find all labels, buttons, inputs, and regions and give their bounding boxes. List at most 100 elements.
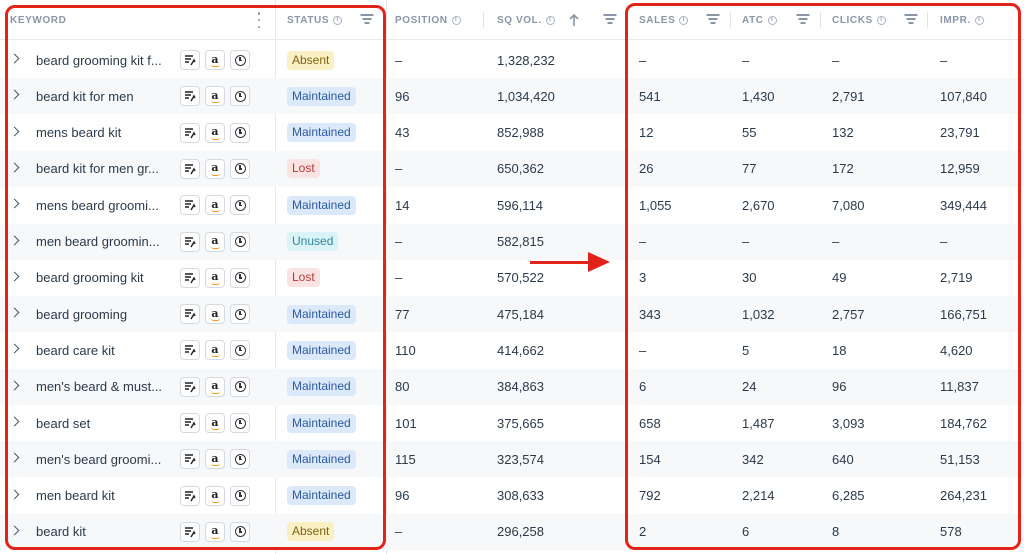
history-clock-icon[interactable]: [230, 376, 250, 397]
table-row[interactable]: beard kit for men gr... a Lost – 650,362 26 77…: [0, 150, 1024, 187]
amazon-icon[interactable]: a: [205, 485, 225, 506]
amazon-icon[interactable]: a: [205, 158, 225, 179]
amazon-icon[interactable]: a: [205, 304, 225, 325]
table-row[interactable]: beard kit for men a Maintained 96 1,034,420 5…: [0, 78, 1024, 115]
reverse-search-icon[interactable]: [180, 449, 200, 470]
chevron-right-icon[interactable]: [9, 271, 20, 282]
reverse-search-icon[interactable]: [180, 376, 200, 397]
history-clock-icon[interactable]: [230, 413, 250, 433]
amazon-icon[interactable]: a: [205, 449, 225, 470]
chevron-right-icon[interactable]: [9, 489, 20, 500]
reverse-search-icon[interactable]: [180, 86, 200, 107]
status-badge: Absent: [287, 522, 335, 542]
history-clock-icon[interactable]: [230, 50, 250, 70]
history-clock-icon[interactable]: [230, 340, 250, 361]
table-row[interactable]: beard grooming kit f... a Absent – 1,328,232…: [0, 42, 1024, 78]
header-impr[interactable]: IMPR. i: [940, 0, 984, 40]
amazon-icon[interactable]: a: [205, 50, 225, 70]
amazon-icon[interactable]: a: [205, 231, 225, 252]
chevron-right-icon[interactable]: [9, 53, 20, 64]
amazon-icon[interactable]: a: [205, 122, 225, 143]
amazon-icon[interactable]: a: [205, 413, 225, 433]
filter-icon[interactable]: [603, 13, 617, 25]
filter-icon[interactable]: [360, 13, 374, 25]
history-clock-icon[interactable]: [230, 86, 250, 107]
sales-cell: –: [639, 234, 647, 249]
amazon-icon[interactable]: a: [205, 376, 225, 397]
header-sq-vol[interactable]: SQ VOL. i: [497, 0, 555, 40]
status-badge: Maintained: [287, 195, 356, 215]
table-row[interactable]: beard set a Maintained 101 375,665 658 1,487 3,…: [0, 405, 1024, 441]
reverse-search-icon[interactable]: [180, 50, 200, 70]
history-clock-icon[interactable]: [230, 122, 250, 143]
history-clock-icon[interactable]: [230, 485, 250, 506]
header-keyword[interactable]: KEYWORD: [10, 0, 66, 40]
atc-cell: 5: [742, 342, 750, 358]
header-sales[interactable]: SALES i: [639, 0, 689, 40]
amazon-glyph: a: [211, 415, 219, 429]
reverse-search-icon[interactable]: [180, 158, 200, 179]
history-clock-icon[interactable]: [230, 195, 250, 216]
filter-icon[interactable]: [706, 13, 720, 25]
table-row[interactable]: beard care kit a Maintained 110 414,662 – 5 18 4…: [0, 332, 1024, 368]
chevron-right-icon[interactable]: [9, 343, 20, 354]
history-clock-icon[interactable]: [230, 304, 250, 325]
keyword-text: men beard groomin...: [36, 234, 160, 249]
table-row[interactable]: men beard groomin... a Unused – 582,815 – – – –: [0, 223, 1024, 260]
chevron-right-icon[interactable]: [9, 198, 20, 209]
history-clock-icon[interactable]: [230, 521, 250, 542]
history-clock-icon[interactable]: [230, 231, 250, 252]
table-row[interactable]: beard grooming a Maintained 77 475,184 343 1,0…: [0, 296, 1024, 333]
history-clock-icon[interactable]: [230, 449, 250, 470]
amazon-icon[interactable]: a: [205, 267, 225, 288]
history-clock-icon[interactable]: [230, 267, 250, 288]
chevron-right-icon[interactable]: [9, 235, 20, 245]
amazon-icon[interactable]: a: [205, 86, 225, 107]
chevron-right-icon[interactable]: [9, 162, 20, 173]
header-atc[interactable]: ATC i: [742, 0, 777, 40]
table-row[interactable]: beard grooming kit a Lost – 570,522 3 30 49 2,71…: [0, 260, 1024, 296]
reverse-search-icon[interactable]: [180, 340, 200, 361]
status-cell: Lost: [287, 151, 320, 187]
impr-cell: 107,840: [940, 88, 987, 104]
reverse-search-icon[interactable]: [180, 122, 200, 143]
table-row[interactable]: men beard kit a Maintained 96 308,633 792 2,21…: [0, 478, 1024, 514]
header-position[interactable]: POSITION i: [395, 0, 461, 40]
chevron-right-icon[interactable]: [9, 307, 20, 318]
chevron-right-icon[interactable]: [9, 452, 20, 463]
column-menu-icon[interactable]: [256, 12, 262, 28]
table-row[interactable]: mens beard groomi... a Maintained 14 596,114…: [0, 187, 1024, 223]
chevron-right-icon[interactable]: [9, 416, 20, 427]
reverse-search-icon[interactable]: [180, 267, 200, 288]
table-row[interactable]: beard kit a Absent – 296,258 2 6 8 578: [0, 513, 1024, 550]
amazon-icon[interactable]: a: [205, 340, 225, 361]
reverse-search-icon[interactable]: [180, 413, 200, 433]
amazon-icon[interactable]: a: [205, 521, 225, 542]
status-badge: Lost: [287, 268, 320, 288]
chevron-right-icon[interactable]: [9, 380, 20, 391]
sales-cell: 26: [639, 161, 654, 177]
header-status[interactable]: STATUS i: [287, 0, 343, 40]
header-clicks[interactable]: CLICKS i: [832, 0, 886, 40]
reverse-search-icon[interactable]: [180, 231, 200, 252]
amazon-icon[interactable]: a: [205, 195, 225, 216]
sq-vol-cell: 308,633: [497, 488, 544, 504]
filter-icon[interactable]: [904, 13, 918, 25]
history-clock-icon[interactable]: [230, 158, 250, 179]
reverse-search-icon[interactable]: [180, 304, 200, 325]
table-row[interactable]: men's beard groomi... a Maintained 115 323,5…: [0, 441, 1024, 478]
table-row[interactable]: men's beard & must... a Maintained 80 384,86…: [0, 368, 1024, 405]
chevron-right-icon[interactable]: [9, 126, 20, 137]
chevron-right-icon[interactable]: [9, 89, 20, 100]
reverse-search-icon[interactable]: [180, 485, 200, 506]
reverse-search-icon[interactable]: [180, 521, 200, 542]
sort-arrow-up-icon[interactable]: [568, 12, 580, 28]
chevron-right-icon[interactable]: [9, 525, 20, 536]
status-badge: Lost: [287, 159, 320, 179]
keyword-text: beard grooming kit f...: [36, 52, 162, 68]
status-badge: Maintained: [287, 377, 356, 397]
reverse-search-icon[interactable]: [180, 195, 200, 216]
table-row[interactable]: mens beard kit a Maintained 43 852,988 12 55 13…: [0, 115, 1024, 151]
amazon-glyph: a: [211, 488, 219, 502]
filter-icon[interactable]: [796, 13, 810, 25]
